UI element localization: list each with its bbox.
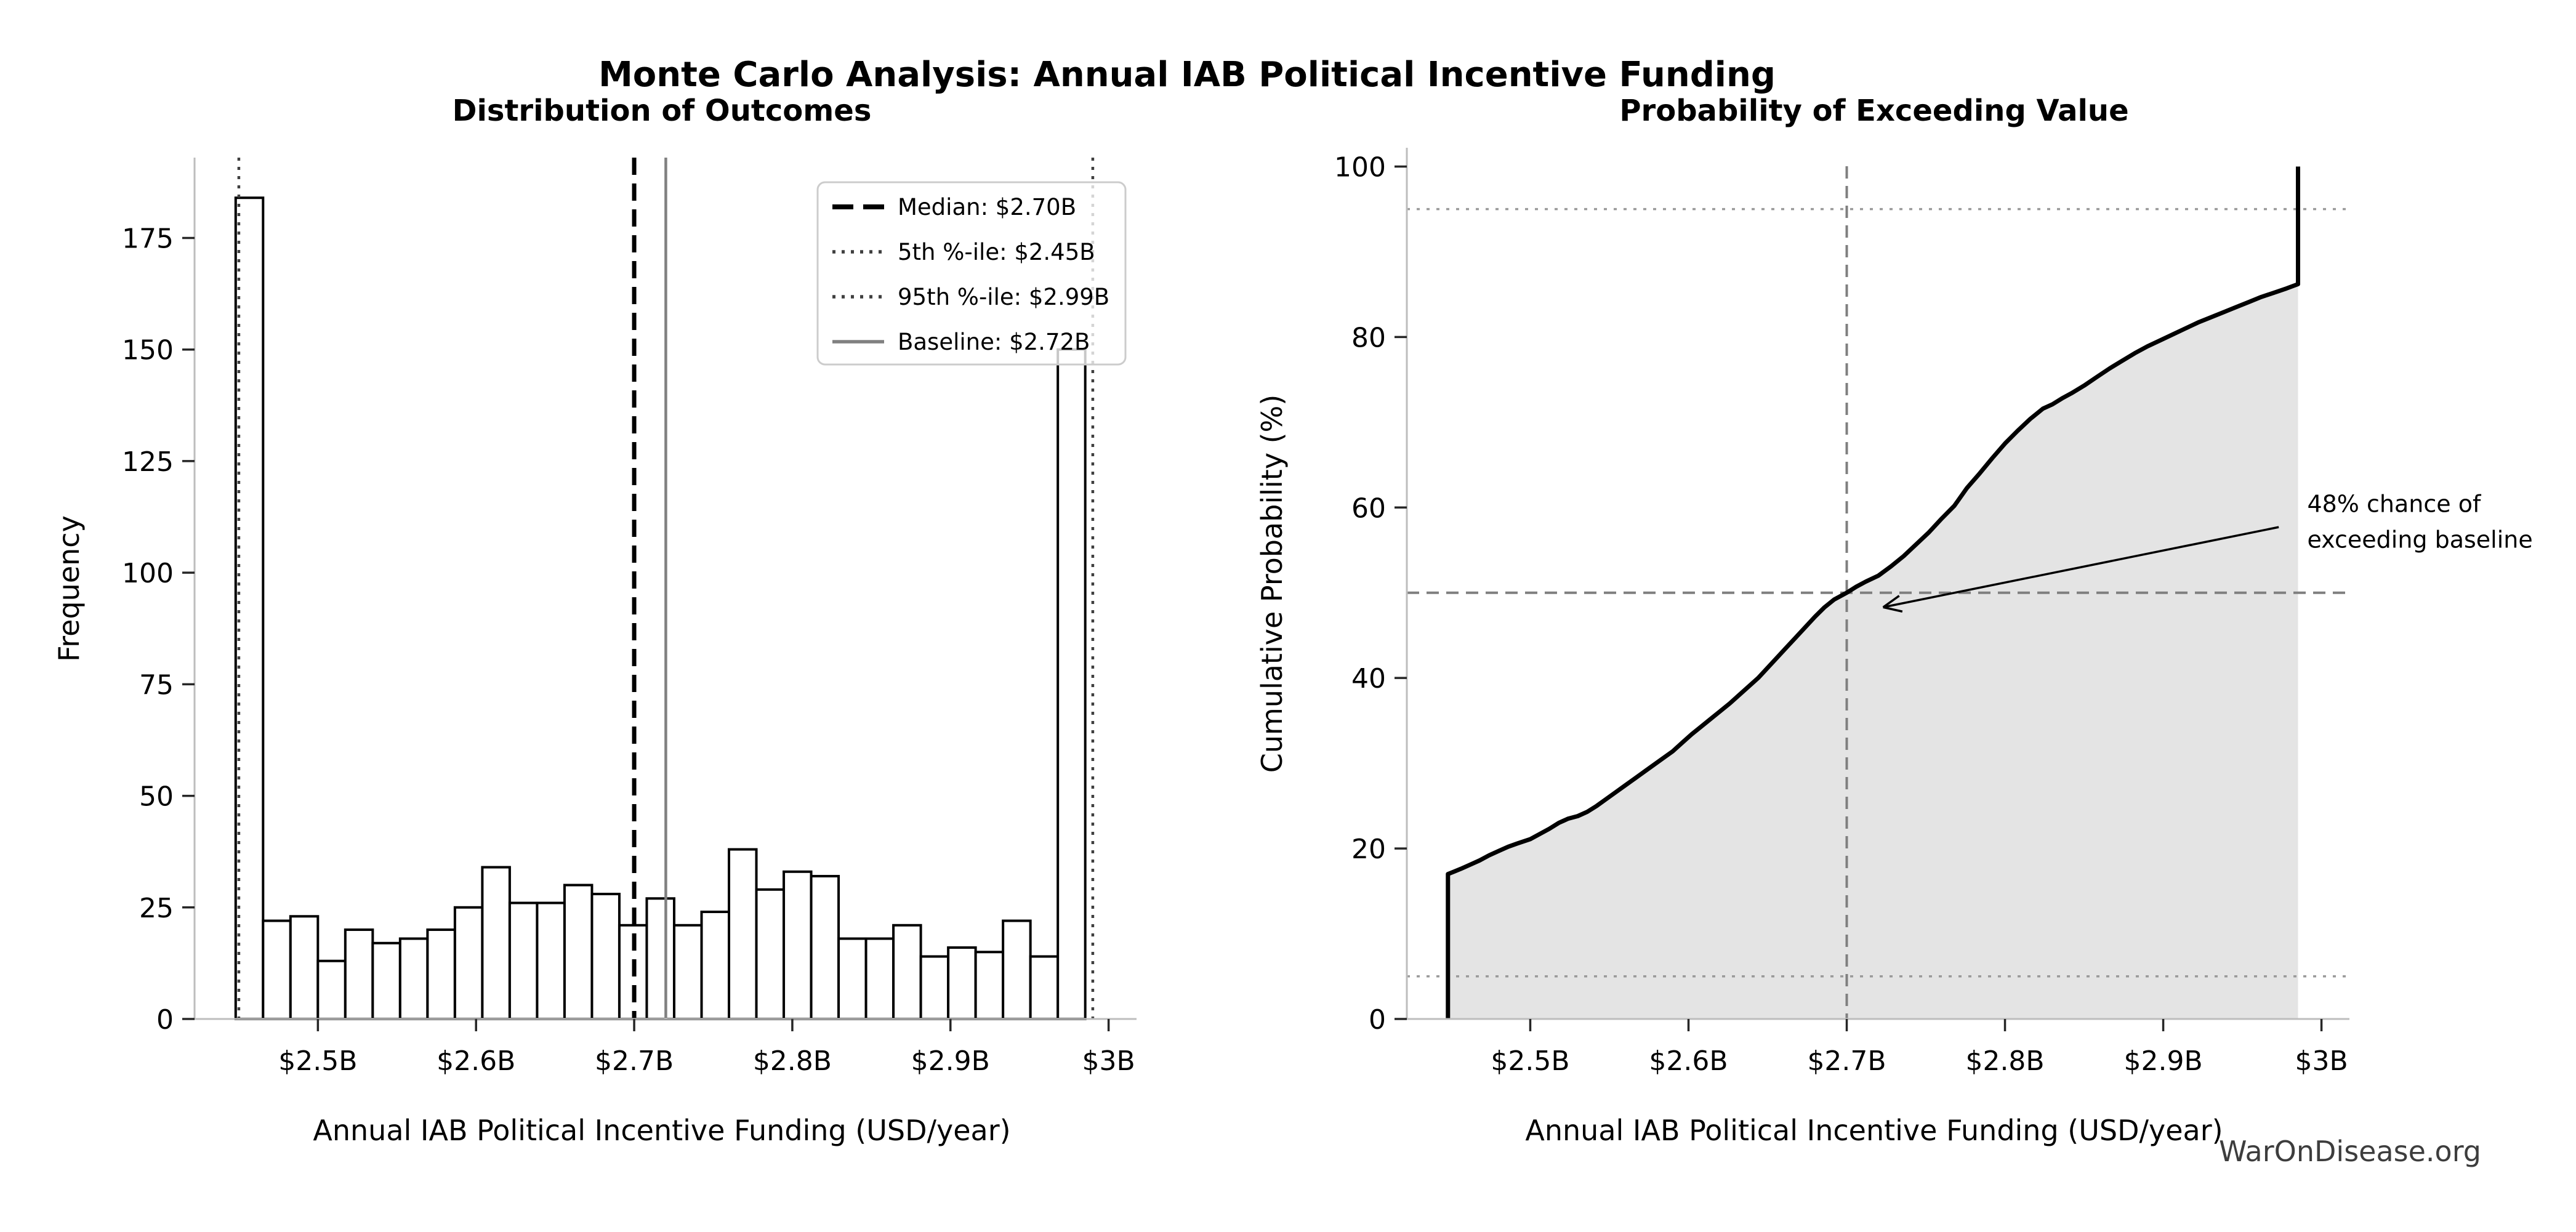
annotation-arrow-head — [1882, 595, 1900, 608]
histogram-bar — [837, 937, 867, 1020]
legend-label: 95th %-ile: $2.99B — [898, 284, 1109, 310]
histogram-bar — [1029, 955, 1060, 1021]
annotation-arrow-shaft — [1883, 526, 2279, 608]
cdf-title: Probability of Exceeding Value — [1619, 94, 2128, 128]
histogram-xlabel: Annual IAB Political Incentive Funding (… — [313, 1114, 1010, 1147]
cdf-curve — [1446, 166, 2300, 1019]
legend-label: Baseline: $2.72B — [898, 329, 1090, 355]
histogram-bar — [755, 888, 786, 1021]
y-tick-label: 60 — [1351, 493, 1386, 524]
y-tick-label: 25 — [139, 893, 174, 924]
y-tick-label: 175 — [122, 223, 174, 254]
x-tick-label: $2.5B — [1491, 1045, 1569, 1077]
histogram-bar — [864, 937, 895, 1020]
cdf-axes: $2.5B $2.6B $2.7B $2.8B $2.9B $3B 0 20 40 60 80 100 — [1334, 148, 2349, 1077]
annotation-text-line: exceeding baseline — [2307, 526, 2532, 554]
histogram-axes: $2.5B $2.6B $2.7B $2.8B $2.9B $3B 0 25 50 75 100 12… — [122, 158, 1137, 1077]
histogram-bar — [289, 915, 320, 1020]
histogram-bar — [1002, 919, 1032, 1020]
cdf-chart: Probability of Exceeding Value $2.5B $2.6… — [1255, 94, 2533, 1147]
histogram-bar — [700, 911, 731, 1021]
histogram-bar — [344, 928, 374, 1020]
cdf-line — [1446, 166, 2300, 1019]
histogram-bars — [234, 196, 1087, 1021]
y-tick-label: 100 — [122, 558, 174, 589]
y-tick-label: 75 — [139, 669, 174, 701]
y-tick-label: 50 — [139, 781, 174, 813]
main-title: Monte Carlo Analysis: Annual IAB Politic… — [598, 55, 1776, 95]
histogram-bar — [262, 919, 292, 1020]
histogram-bar — [453, 906, 484, 1020]
y-tick-label: 80 — [1351, 322, 1386, 353]
histogram-bar — [892, 924, 922, 1021]
y-tick-label: 125 — [122, 446, 174, 478]
watermark: WarOnDisease.org — [2219, 1135, 2481, 1168]
histogram-bar — [728, 848, 758, 1020]
histogram-bar — [316, 959, 347, 1021]
histogram-bar — [536, 901, 566, 1021]
histogram-ylabel: Frequency — [52, 515, 86, 662]
cdf-annotation: 48% chance of exceeding baseline — [1882, 490, 2533, 613]
histogram-chart: Distribution of Outcomes $2.5B $2.6B $2.7B… — [52, 94, 1137, 1147]
cdf-fill — [1447, 284, 2298, 1019]
y-tick-label: 100 — [1334, 151, 1386, 183]
histogram-bar — [398, 937, 429, 1020]
x-tick-label: $2.7B — [595, 1045, 674, 1077]
x-tick-label: $2.6B — [1649, 1045, 1728, 1077]
histogram-bar — [672, 924, 703, 1021]
histogram-reference-lines — [237, 158, 1095, 1019]
annotation-arrow-head — [1883, 606, 1903, 613]
histogram-bar — [974, 951, 1005, 1020]
histogram-bar — [947, 946, 977, 1021]
cdf-xlabel: Annual IAB Political Incentive Funding (… — [1525, 1114, 2223, 1147]
y-tick-label: 150 — [122, 335, 174, 366]
histogram-bar — [371, 941, 401, 1020]
legend-box — [816, 181, 1127, 366]
legend-label: 5th %-ile: $2.45B — [898, 239, 1095, 265]
legend-label: Median: $2.70B — [898, 194, 1076, 220]
histogram-bar — [1057, 348, 1087, 1020]
x-tick-label: $2.8B — [753, 1045, 832, 1077]
x-tick-label: $2.8B — [1965, 1045, 2044, 1077]
histogram-bar — [234, 196, 265, 1021]
histogram-bar — [426, 928, 456, 1020]
annotation-text-line: 48% chance of — [2307, 490, 2481, 517]
cdf-guide-lines — [1407, 166, 2349, 1019]
x-tick-label: $2.9B — [2123, 1045, 2202, 1077]
y-tick-label: 20 — [1351, 834, 1386, 865]
x-tick-label: $2.6B — [437, 1045, 515, 1077]
histogram-bar — [810, 875, 840, 1021]
cdf-ylabel: Cumulative Probability (%) — [1255, 395, 1289, 773]
x-tick-label: $2.7B — [1807, 1045, 1886, 1077]
histogram-bar — [645, 897, 675, 1021]
y-tick-label: 40 — [1351, 663, 1386, 695]
histogram-bar — [508, 901, 539, 1021]
histogram-legend: Median: $2.70B 5th %-ile: $2.45B 95th %-il… — [816, 181, 1127, 366]
histogram-bar — [563, 884, 594, 1020]
x-tick-label: $2.5B — [278, 1045, 357, 1077]
y-tick-label: 0 — [156, 1004, 174, 1036]
y-tick-label: 0 — [1369, 1004, 1386, 1036]
histogram-bar — [783, 870, 813, 1020]
cdf-fill-area — [1447, 284, 2298, 1019]
x-tick-label: $2.9B — [911, 1045, 990, 1077]
x-tick-label: $3B — [2295, 1045, 2348, 1077]
histogram-bar — [590, 893, 621, 1020]
histogram-bar — [919, 955, 950, 1021]
x-tick-label: $3B — [1082, 1045, 1135, 1077]
histogram-bar — [481, 866, 511, 1021]
histogram-title: Distribution of Outcomes — [453, 94, 872, 128]
